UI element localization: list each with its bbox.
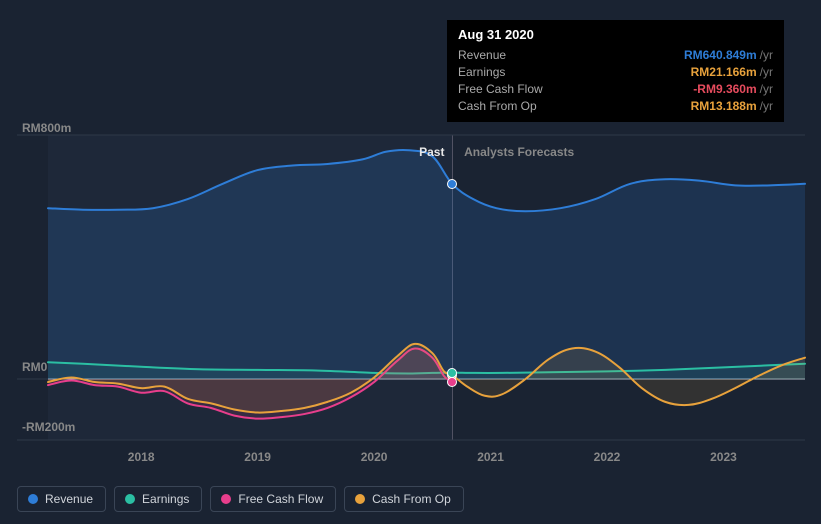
legend-item-revenue[interactable]: Revenue	[17, 486, 106, 512]
tooltip-date: Aug 31 2020	[458, 27, 773, 42]
tooltip-row-unit: /yr	[760, 82, 773, 96]
tooltip-row: Cash From Op RM13.188m/yr	[458, 98, 773, 115]
legend-label: Cash From Op	[372, 492, 451, 506]
legend-item-fcf[interactable]: Free Cash Flow	[210, 486, 336, 512]
tooltip-row-label: Revenue	[458, 47, 506, 64]
legend-label: Revenue	[45, 492, 93, 506]
legend-swatch	[221, 494, 231, 504]
marker-fcf[interactable]	[447, 377, 457, 387]
tooltip-row-value: RM640.849m	[684, 48, 757, 62]
legend-item-cfo[interactable]: Cash From Op	[344, 486, 464, 512]
tooltip-row-label: Free Cash Flow	[458, 81, 543, 98]
tooltip-row: Revenue RM640.849m/yr	[458, 47, 773, 64]
tooltip-row-unit: /yr	[760, 65, 773, 79]
tooltip-row-value: RM21.166m	[691, 65, 757, 79]
tooltip-row-label: Earnings	[458, 64, 505, 81]
past-label: Past	[419, 145, 444, 159]
tooltip-row-unit: /yr	[760, 48, 773, 62]
legend-label: Earnings	[142, 492, 189, 506]
y-axis-label: -RM200m	[22, 420, 75, 434]
tooltip-row: Free Cash Flow -RM9.360m/yr	[458, 81, 773, 98]
tooltip-row-label: Cash From Op	[458, 98, 537, 115]
y-axis-label: RM800m	[22, 121, 71, 135]
x-axis-label: 2023	[710, 450, 737, 464]
legend-swatch	[28, 494, 38, 504]
x-axis-label: 2018	[128, 450, 155, 464]
legend-swatch	[355, 494, 365, 504]
marker-revenue[interactable]	[447, 179, 457, 189]
tooltip-row-value: RM13.188m	[691, 99, 757, 113]
tooltip: Aug 31 2020RevenueRM640.849m/yrEarningsR…	[447, 20, 784, 122]
legend: Revenue Earnings Free Cash Flow Cash From O…	[17, 486, 464, 512]
x-axis-label: 2019	[244, 450, 271, 464]
tooltip-row-value: -RM9.360m	[693, 82, 756, 96]
tooltip-row: Earnings RM21.166m/yr	[458, 64, 773, 81]
x-axis-label: 2020	[361, 450, 388, 464]
forecast-label: Analysts Forecasts	[464, 145, 574, 159]
y-axis-label: RM0	[22, 360, 47, 374]
legend-item-earnings[interactable]: Earnings	[114, 486, 202, 512]
legend-swatch	[125, 494, 135, 504]
x-axis-label: 2022	[594, 450, 621, 464]
tooltip-row-unit: /yr	[760, 99, 773, 113]
legend-label: Free Cash Flow	[238, 492, 323, 506]
x-axis-label: 2021	[477, 450, 504, 464]
